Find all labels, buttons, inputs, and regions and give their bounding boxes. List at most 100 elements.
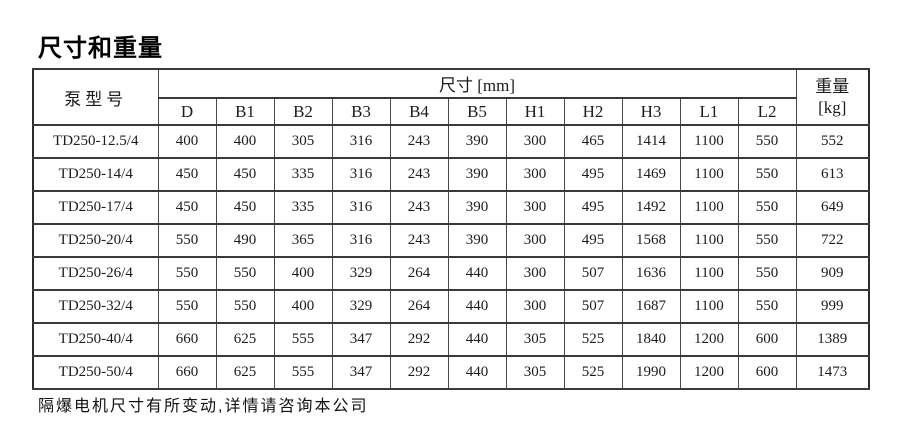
dimension-cell-b2: 400 — [273, 256, 333, 291]
dimension-cell-b1: 550 — [215, 256, 275, 291]
dimension-cell-b2: 335 — [273, 190, 333, 225]
pump-model-cell: TD250-14/4 — [32, 157, 159, 192]
dimension-cell-b1: 400 — [215, 124, 275, 159]
dimension-cell-b4: 264 — [389, 256, 449, 291]
weight-cell: 552 — [795, 124, 870, 159]
dimension-cell-b3: 316 — [331, 157, 391, 192]
weight-cell: 999 — [795, 289, 870, 324]
column-header-b1: B1 — [215, 97, 275, 126]
column-group-header-dimensions-mm: 尺寸 [mm] — [157, 68, 797, 99]
weight-cell: 1473 — [795, 355, 870, 390]
dimension-cell-b5: 440 — [447, 355, 507, 390]
dimension-cell-l1: 1200 — [679, 355, 739, 390]
dimension-cell-b3: 316 — [331, 223, 391, 258]
dimension-cell-b3: 347 — [331, 355, 391, 390]
table-row: TD250-50/4 660 625 555 347 292 440 305 525 1990 12… — [32, 355, 870, 390]
weight-cell: 722 — [795, 223, 870, 258]
table-row: TD250-40/4 660 625 555 347 292 440 305 525 1840 12… — [32, 322, 870, 357]
table-row: TD250-26/4 550 550 400 329 264 440 300 507 1636 11… — [32, 256, 870, 291]
column-header-b5: B5 — [447, 97, 507, 126]
dimension-cell-d: 550 — [157, 223, 217, 258]
table-row: TD250-17/4 450 450 335 316 243 390 300 495 1492 11… — [32, 190, 870, 225]
weight-cell: 1389 — [795, 322, 870, 357]
dimension-cell-b2: 555 — [273, 355, 333, 390]
dimension-cell-b1: 450 — [215, 157, 275, 192]
table-row: TD250-20/4 550 490 365 316 243 390 300 495 1568 11… — [32, 223, 870, 258]
dimension-cell-h1: 300 — [505, 256, 565, 291]
dimension-cell-h3: 1840 — [621, 322, 681, 357]
dimension-cell-h1: 300 — [505, 124, 565, 159]
dimension-cell-h3: 1469 — [621, 157, 681, 192]
dimension-cell-l2: 600 — [737, 355, 797, 390]
weight-header-line1: 重量 — [815, 76, 850, 96]
dimension-cell-l1: 1100 — [679, 124, 739, 159]
dimension-cell-h2: 465 — [563, 124, 623, 159]
dimension-cell-l2: 550 — [737, 256, 797, 291]
dimension-cell-h2: 525 — [563, 355, 623, 390]
pump-model-cell: TD250-32/4 — [32, 289, 159, 324]
dimension-cell-l1: 1100 — [679, 190, 739, 225]
dimension-cell-h2: 495 — [563, 223, 623, 258]
dimension-cell-b4: 292 — [389, 322, 449, 357]
dimension-cell-l2: 550 — [737, 157, 797, 192]
dimension-cell-l1: 1100 — [679, 289, 739, 324]
column-header-weight-kg: 重量 [kg] — [795, 68, 870, 126]
dimension-cell-h3: 1636 — [621, 256, 681, 291]
column-header-b2: B2 — [273, 97, 333, 126]
dimension-cell-h1: 300 — [505, 223, 565, 258]
pump-model-cell: TD250-20/4 — [32, 223, 159, 258]
dimension-cell-h2: 507 — [563, 289, 623, 324]
dimension-cell-d: 550 — [157, 289, 217, 324]
dimension-cell-d: 450 — [157, 157, 217, 192]
dimension-cell-b3: 329 — [331, 289, 391, 324]
dimension-cell-d: 550 — [157, 256, 217, 291]
dimension-cell-b5: 390 — [447, 223, 507, 258]
dimension-cell-l2: 550 — [737, 223, 797, 258]
dimension-cell-h1: 305 — [505, 322, 565, 357]
weight-cell: 613 — [795, 157, 870, 192]
dimension-cell-d: 400 — [157, 124, 217, 159]
dimension-cell-h1: 305 — [505, 355, 565, 390]
column-header-pump-model: 泵型号 — [32, 68, 159, 126]
dimension-cell-b5: 390 — [447, 124, 507, 159]
dimension-cell-h1: 300 — [505, 157, 565, 192]
dimension-cell-h1: 300 — [505, 190, 565, 225]
pump-model-cell: TD250-50/4 — [32, 355, 159, 390]
dimension-cell-b1: 625 — [215, 322, 275, 357]
table-row: TD250-14/4 450 450 335 316 243 390 300 495 1469 11… — [32, 157, 870, 192]
dimension-cell-b5: 440 — [447, 256, 507, 291]
dimension-cell-b2: 400 — [273, 289, 333, 324]
dimension-cell-b1: 625 — [215, 355, 275, 390]
column-header-h1: H1 — [505, 97, 565, 126]
dimension-cell-h3: 1568 — [621, 223, 681, 258]
dimension-cell-l1: 1100 — [679, 256, 739, 291]
dimension-cell-b1: 550 — [215, 289, 275, 324]
footnote-text: 隔爆电机尺寸有所变动,详情请咨询本公司 — [38, 398, 369, 415]
dimension-cell-b1: 450 — [215, 190, 275, 225]
column-header-l2: L2 — [737, 97, 797, 126]
dimension-cell-b5: 440 — [447, 289, 507, 324]
dimension-cell-h2: 507 — [563, 256, 623, 291]
dimension-cell-b5: 390 — [447, 157, 507, 192]
dimension-cell-l2: 550 — [737, 190, 797, 225]
dimension-cell-d: 450 — [157, 190, 217, 225]
dimension-cell-b3: 316 — [331, 190, 391, 225]
dimension-cell-b4: 243 — [389, 124, 449, 159]
pump-model-cell: TD250-17/4 — [32, 190, 159, 225]
dimension-cell-b4: 243 — [389, 190, 449, 225]
dimension-cell-b3: 316 — [331, 124, 391, 159]
dimension-cell-l2: 550 — [737, 289, 797, 324]
dimension-cell-b5: 440 — [447, 322, 507, 357]
dimension-cell-b2: 335 — [273, 157, 333, 192]
dimension-cell-l1: 1100 — [679, 157, 739, 192]
pump-model-cell: TD250-12.5/4 — [32, 124, 159, 159]
dimension-cell-b4: 264 — [389, 289, 449, 324]
page-title: 尺寸和重量 — [38, 35, 163, 62]
dimension-cell-h1: 300 — [505, 289, 565, 324]
table-row: TD250-12.5/4 400 400 305 316 243 390 300 465 1414… — [32, 124, 870, 159]
dimension-cell-l2: 600 — [737, 322, 797, 357]
dimension-cell-l1: 1100 — [679, 223, 739, 258]
dimension-cell-b3: 329 — [331, 256, 391, 291]
dimensions-weight-table: 泵型号 尺寸 [mm] 重量 [kg] D B1 B2 B3 B4 B5 H1 H2 H3 L1 L2… — [32, 68, 871, 390]
